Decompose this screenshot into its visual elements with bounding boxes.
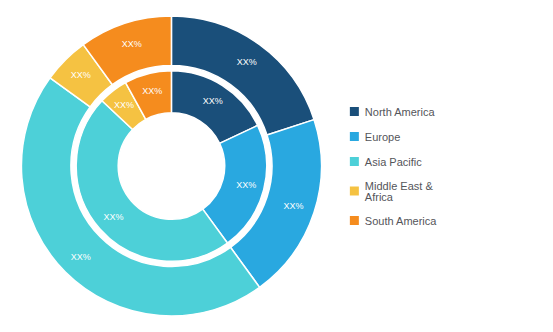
- svg-text:Europe: Europe: [365, 131, 400, 143]
- svg-text:XX%: XX%: [122, 39, 142, 49]
- svg-text:Asia Pacific: Asia Pacific: [365, 156, 422, 168]
- svg-text:XX%: XX%: [71, 70, 91, 80]
- svg-text:North America: North America: [365, 106, 436, 118]
- svg-text:XX%: XX%: [71, 252, 91, 262]
- svg-text:XX%: XX%: [103, 212, 123, 222]
- svg-text:XX%: XX%: [203, 96, 223, 106]
- svg-text:XX%: XX%: [142, 86, 162, 96]
- svg-text:XX%: XX%: [114, 100, 134, 110]
- svg-text:South America: South America: [365, 215, 437, 227]
- svg-text:XX%: XX%: [237, 57, 257, 67]
- svg-text:Middle East &: Middle East &: [364, 179, 433, 192]
- svg-text:Africa: Africa: [365, 191, 394, 203]
- svg-text:XX%: XX%: [283, 201, 303, 211]
- svg-text:XX%: XX%: [236, 180, 256, 190]
